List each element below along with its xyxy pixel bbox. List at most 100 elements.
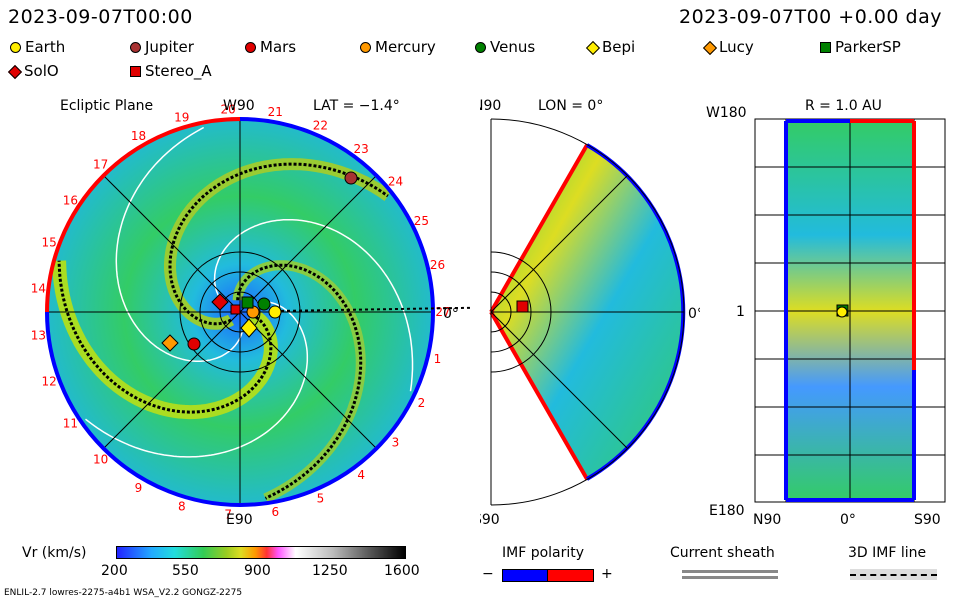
legend-item-venus: Venus [475,38,535,56]
meridional-lon-label: LON = 0° [538,98,603,114]
legend-item-bepi: Bepi [585,38,636,56]
ecliptic-bottom-label: E90 [226,512,253,528]
imf-negative-swatch [502,569,549,582]
carrington-label: 1 [434,352,442,366]
carrington-label: 10 [93,453,108,467]
colorbar-tick: 200 [101,563,128,579]
legend-item-solo: SolO [7,62,59,80]
diamond-marker-icon [585,40,601,56]
carrington-label: 20 [221,102,236,116]
imf-plus: + [601,566,613,582]
carrington-label: 16 [63,193,78,207]
legend-label: Jupiter [145,38,194,56]
imf-line-sample [850,574,937,576]
carrington-label: 25 [414,214,429,228]
circle-marker-icon [10,42,21,53]
imf-positive-swatch [547,569,594,582]
meridional-plot: N90 LON = 0° S90 0° [480,98,700,528]
legend-item-mercury: Mercury [360,38,436,56]
legend-label: Mercury [375,38,436,56]
carrington-label: 6 [271,505,279,519]
ecliptic-top-label: W90 [223,98,255,114]
legend-label: Lucy [719,38,754,56]
spiral-arms [52,126,414,503]
colorbar-label: Vr (km/s) [22,545,87,561]
circle-marker-icon [130,42,141,53]
colorbar-tick: 900 [244,563,271,579]
current-sheath-spiral [168,162,389,326]
mars-marker [187,337,201,351]
carrington-label: 12 [42,374,57,388]
colorbar [116,546,406,559]
latlon-map: W180 R = 1.0 AU 1 E180 N90 0° S90 [706,98,946,528]
earth-marker-map [836,306,848,318]
legend-label: SolO [24,62,59,80]
current-sheath-spiral [236,263,363,500]
parker-marker [241,296,254,309]
contour-spiral [115,126,243,362]
legend-item-mars: Mars [245,38,296,56]
map-r-label: R = 1.0 AU [805,98,882,114]
meridional-top-label: N90 [480,98,501,114]
circle-marker-icon [245,42,256,53]
carrington-label: 22 [313,119,328,133]
legend-label: Bepi [602,38,636,56]
diamond-marker-icon [7,64,23,80]
ecliptic-lat-label: LAT = −1.4° [313,98,400,114]
legend-item-parkersp: ParkerSP [820,38,901,56]
date-left: 2023-09-07T00:00 [8,6,193,28]
legend-label: Venus [490,38,536,56]
current-sheath-line [682,576,778,579]
earth-marker [268,305,282,319]
carrington-label: 11 [63,417,78,431]
circle-marker-icon [360,42,371,53]
map-bottom-left: E180 [709,503,745,519]
legend-item-lucy: Lucy [702,38,754,56]
carrington-label: 2 [418,396,426,410]
current-sheath-title: Current sheath [670,545,775,561]
carrington-label: 14 [31,281,46,295]
ecliptic-title: Ecliptic Plane [60,98,153,114]
ecliptic-markers [161,171,358,352]
carrington-label: 17 [93,157,108,171]
imf-line-title: 3D IMF line [848,545,927,561]
current-sheath-line [682,570,778,573]
stereo-a-marker [230,304,241,315]
square-marker-icon [820,42,831,53]
map-x-right: S90 [914,512,941,528]
legend-label: Earth [25,38,66,56]
stereo-a-marker-meridional [516,300,529,313]
carrington-label: 15 [42,236,57,250]
map-top-left: W180 [706,105,747,121]
carrington-label: 18 [131,129,146,143]
imf-polarity-title: IMF polarity [502,545,585,561]
lucy-marker [161,334,179,352]
meridional-right-label: 0° [688,306,700,322]
legend-item-jupiter: Jupiter [130,38,194,56]
imf-minus: − [482,566,494,582]
square-marker-icon [130,66,141,77]
carrington-label: 4 [357,468,365,482]
colorbar-tick: 1600 [384,563,420,579]
carrington-label: 19 [174,111,189,125]
legend-label: Mars [260,38,297,56]
legend-label: Stereo_A [145,62,212,80]
colorbar-tick: 1250 [312,563,348,579]
venus-marker [257,297,271,311]
map-x-mid: 0° [840,512,856,528]
legend-label: ParkerSP [835,38,901,56]
ecliptic-right-label: 0° [443,306,459,322]
footer-left: ENLIL-2.7 lowres-2275-a4b1 WSA_V2.2 GONG… [4,588,243,598]
contour-spiral [213,218,414,392]
carrington-label: 5 [317,491,325,505]
legend-item-stereo-a: Stereo_A [130,62,212,80]
carrington-label: 13 [31,329,46,343]
carrington-label: 3 [392,436,400,450]
carrington-label: 21 [268,105,283,119]
carrington-label: 26 [430,258,445,272]
carrington-label: 7 [224,508,232,522]
jupiter-marker [344,171,358,185]
solo-marker [211,293,229,311]
